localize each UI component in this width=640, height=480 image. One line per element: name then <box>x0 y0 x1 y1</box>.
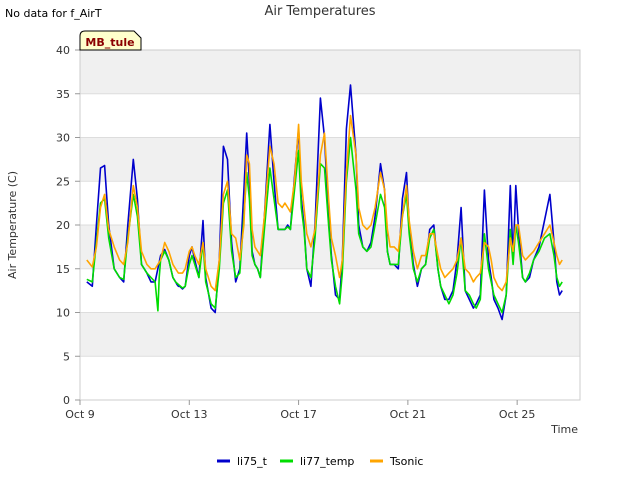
x-tick-label: Oct 17 <box>280 408 317 421</box>
series-line-Tsonic <box>86 114 563 292</box>
badge-label: MB_tule <box>85 36 134 49</box>
legend-label-li75-t: li75_t <box>237 455 268 468</box>
y-tick-label: 30 <box>56 132 70 145</box>
series-lines <box>86 84 563 321</box>
background-band <box>80 137 580 182</box>
y-tick-label: 20 <box>56 219 70 232</box>
background-band <box>80 312 580 357</box>
x-axis-ticks: Oct 9 Oct 13 Oct 17 Oct 21 Oct 25 <box>65 400 535 421</box>
chart-title: Air Temperatures <box>264 4 375 19</box>
y-tick-label: 0 <box>63 394 70 407</box>
legend-label-li77-temp: li77_temp <box>300 455 354 468</box>
x-tick-label: Oct 25 <box>499 408 536 421</box>
background-band <box>80 50 580 94</box>
y-tick-label: 5 <box>63 350 70 363</box>
badge-shape <box>79 30 142 51</box>
y-axis-ticks: 0 5 10 15 20 25 30 35 40 <box>56 44 80 407</box>
x-axis-label: Time <box>550 423 578 436</box>
y-tick-label: 35 <box>56 88 70 101</box>
y-tick-label: 25 <box>56 175 70 188</box>
legend: li75_t li77_temp Tsonic <box>217 455 423 468</box>
y-tick-label: 40 <box>56 44 70 57</box>
x-tick-label: Oct 13 <box>171 408 208 421</box>
station-badge: MB_tule <box>79 30 142 51</box>
legend-label-Tsonic: Tsonic <box>389 455 423 468</box>
y-tick-label: 15 <box>56 263 70 276</box>
series-line-li77-temp <box>86 136 563 314</box>
no-data-notice: No data for f_AirT <box>5 7 102 20</box>
x-tick-label: Oct 9 <box>65 408 95 421</box>
y-tick-label: 10 <box>56 307 70 320</box>
plot-background-bands <box>80 50 580 357</box>
y-axis-label: Air Temperature (C) <box>6 171 19 279</box>
x-tick-label: Oct 21 <box>390 408 427 421</box>
